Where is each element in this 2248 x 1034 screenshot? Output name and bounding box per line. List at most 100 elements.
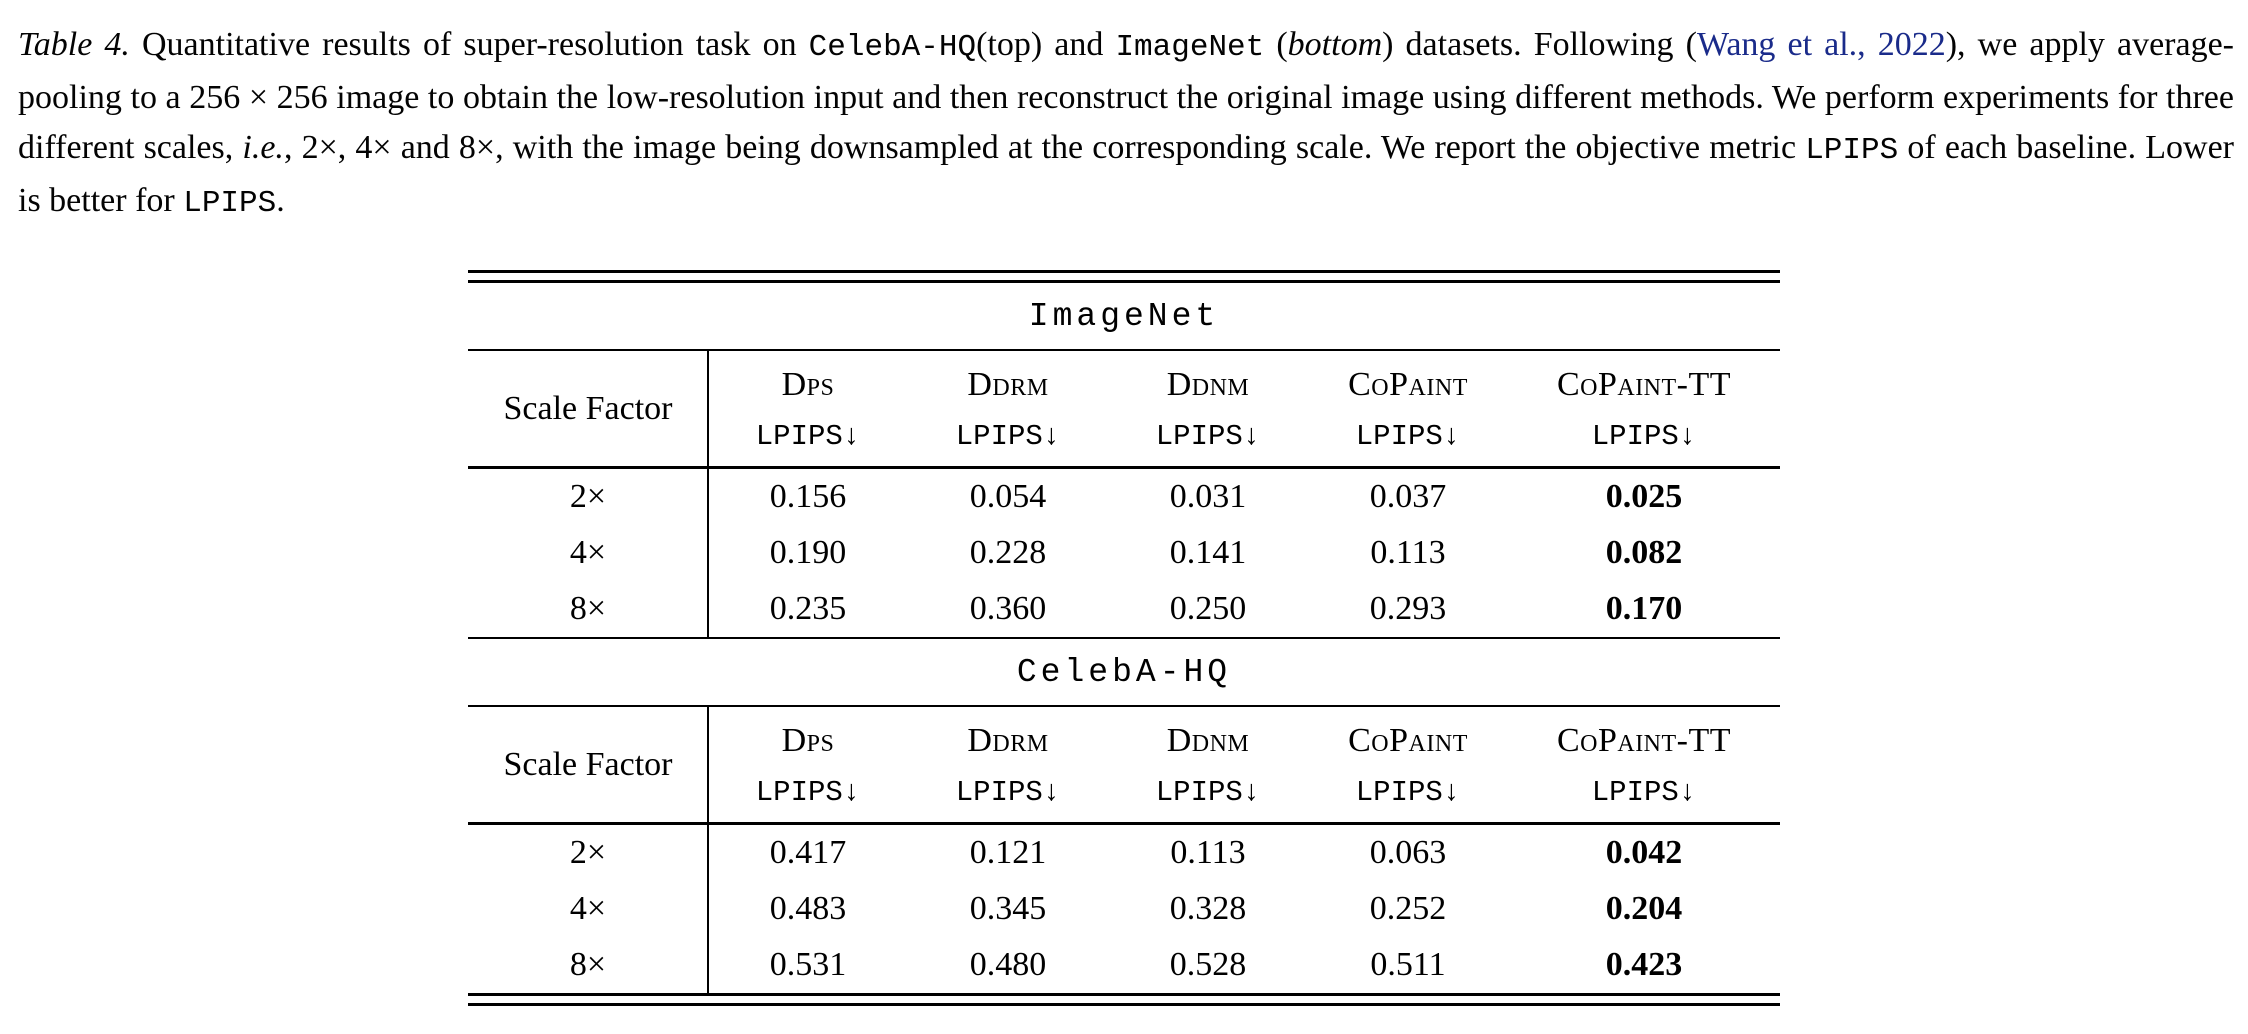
section-title-celeba-hq: CelebA-HQ [468, 639, 1780, 705]
caption-segment: ( [1264, 26, 1288, 63]
caption-italic-ie: i.e. [242, 129, 284, 166]
column-header-ddrm: Ddrm LPIPS↓ [908, 351, 1108, 466]
lpips-value-cell: 0.483 [708, 881, 908, 937]
caption-code-lpips: LPIPS [1805, 133, 1899, 168]
table-row: 2× 0.156 0.054 0.031 0.037 0.025 [468, 469, 1780, 525]
scale-factor-cell: 4× [468, 881, 708, 937]
lpips-value-cell: 0.063 [1308, 825, 1508, 881]
table-rule [468, 349, 1780, 351]
caption-code-lpips: LPIPS [183, 186, 277, 221]
lpips-metric-label: LPIPS↓ [955, 775, 1061, 809]
table-caption: Table 4. Quantitative results of super-r… [18, 20, 2234, 229]
lpips-value-cell: 0.252 [1308, 881, 1508, 937]
lpips-best-value-cell: 0.423 [1508, 937, 1780, 993]
lpips-value: 0.121 [969, 834, 1047, 871]
lpips-value: 0.082 [1605, 534, 1683, 571]
caption-segment: (top) and [976, 26, 1116, 63]
table-row: 4× 0.483 0.345 0.328 0.252 0.204 [468, 881, 1780, 937]
lpips-value-cell: 0.345 [908, 881, 1108, 937]
lpips-best-value-cell: 0.204 [1508, 881, 1780, 937]
table-rule [468, 466, 1780, 469]
caption-segment: . [276, 182, 285, 219]
lpips-value: 0.228 [969, 534, 1047, 571]
lpips-value: 0.113 [1170, 834, 1246, 871]
lpips-value: 0.054 [969, 478, 1047, 515]
lpips-value-cell: 0.293 [1308, 581, 1508, 637]
lpips-metric-label: LPIPS↓ [1355, 419, 1461, 453]
lpips-value-cell: 0.417 [708, 825, 908, 881]
method-name: Ddnm [1166, 721, 1250, 759]
lpips-value-cell: 0.113 [1308, 525, 1508, 581]
table-rule [468, 637, 1780, 639]
lpips-value: 0.417 [769, 834, 847, 871]
scale-factor-cell: 2× [468, 825, 708, 881]
table-row: 4× 0.190 0.228 0.141 0.113 0.082 [468, 525, 1780, 581]
lpips-value-cell: 0.360 [908, 581, 1108, 637]
method-name: Ddnm [1166, 365, 1250, 403]
column-header-ddnm: Ddnm LPIPS↓ [1108, 707, 1308, 822]
scale-factor-header: Scale Factor [468, 351, 708, 466]
lpips-value-cell: 0.480 [908, 937, 1108, 993]
lpips-value: 0.360 [969, 590, 1047, 627]
citation-link-wang-2022[interactable]: Wang et al., 2022 [1696, 26, 1946, 63]
table-top-rule [468, 270, 1780, 283]
lpips-metric-label: LPIPS↓ [1591, 775, 1697, 809]
lpips-value: 0.483 [769, 890, 847, 927]
table-row: 8× 0.531 0.480 0.528 0.511 0.423 [468, 937, 1780, 993]
header-row: Scale Factor Dps LPIPS↓ Ddrm LPIPS↓ Ddnm LP… [468, 707, 1780, 822]
method-name: CoPaint-TT [1556, 365, 1732, 403]
results-table: ImageNet Scale Factor Dps LPIPS↓ Ddrm LPIP… [468, 270, 1780, 1006]
caption-segment: , 2×, 4× and 8×, with the image being do… [283, 129, 1806, 166]
method-name: Ddrm [967, 721, 1049, 759]
table-row: 8× 0.235 0.360 0.250 0.293 0.170 [468, 581, 1780, 637]
lpips-best-value-cell: 0.170 [1508, 581, 1780, 637]
lpips-value: 0.423 [1605, 946, 1683, 983]
scale-factor-header-label: Scale Factor [503, 389, 673, 427]
table-rule [468, 822, 1780, 825]
lpips-value-cell: 0.250 [1108, 581, 1308, 637]
section-body-imagenet: Scale Factor Dps LPIPS↓ Ddrm LPIPS↓ Ddnm LP… [468, 351, 1780, 637]
scale-factor-cell: 8× [468, 581, 708, 637]
lpips-value: 0.293 [1369, 590, 1447, 627]
lpips-value: 0.531 [769, 946, 847, 983]
caption-segment: ), we apply average-pooling to a 256 × 2… [18, 26, 2234, 166]
column-header-copaint: CoPaint LPIPS↓ [1308, 351, 1508, 466]
scale-factor-header: Scale Factor [468, 707, 708, 822]
lpips-metric-label: LPIPS↓ [1155, 775, 1261, 809]
caption-segment: ) datasets. Following ( [1382, 26, 1697, 63]
lpips-value-cell: 0.113 [1108, 825, 1308, 881]
column-header-ddrm: Ddrm LPIPS↓ [908, 707, 1108, 822]
table-rule [468, 705, 1780, 707]
lpips-metric-label: LPIPS↓ [1591, 419, 1697, 453]
lpips-value-cell: 0.037 [1308, 469, 1508, 525]
method-name: CoPaint-TT [1556, 721, 1732, 759]
lpips-value-cell: 0.156 [708, 469, 908, 525]
lpips-metric-label: LPIPS↓ [955, 419, 1061, 453]
header-row: Scale Factor Dps LPIPS↓ Ddrm LPIPS↓ Ddnm LP… [468, 351, 1780, 466]
scale-factor-cell: 8× [468, 937, 708, 993]
lpips-value: 0.141 [1169, 534, 1247, 571]
lpips-value-cell: 0.190 [708, 525, 908, 581]
lpips-value: 0.042 [1605, 834, 1683, 871]
column-separator [707, 707, 709, 993]
lpips-best-value-cell: 0.082 [1508, 525, 1780, 581]
caption-italic-bottom: bottom [1287, 26, 1383, 63]
column-header-copaint: CoPaint LPIPS↓ [1308, 707, 1508, 822]
scale-label: 2× [569, 834, 607, 871]
column-header-dps: Dps LPIPS↓ [708, 351, 908, 466]
lpips-value: 0.528 [1169, 946, 1247, 983]
lpips-value-cell: 0.141 [1108, 525, 1308, 581]
lpips-value-cell: 0.228 [908, 525, 1108, 581]
lpips-value: 0.037 [1369, 478, 1447, 515]
caption-code-imagenet: ImageNet [1115, 30, 1265, 65]
scale-label: 2× [569, 478, 607, 515]
lpips-value-cell: 0.054 [908, 469, 1108, 525]
lpips-value: 0.113 [1370, 534, 1446, 571]
method-name: Dps [781, 365, 835, 403]
lpips-best-value-cell: 0.042 [1508, 825, 1780, 881]
section-title-label: CelebA-HQ [1016, 653, 1232, 691]
lpips-value: 0.511 [1370, 946, 1446, 983]
section-title-imagenet: ImageNet [468, 283, 1780, 349]
lpips-metric-label: LPIPS↓ [1155, 419, 1261, 453]
method-name: Dps [781, 721, 835, 759]
